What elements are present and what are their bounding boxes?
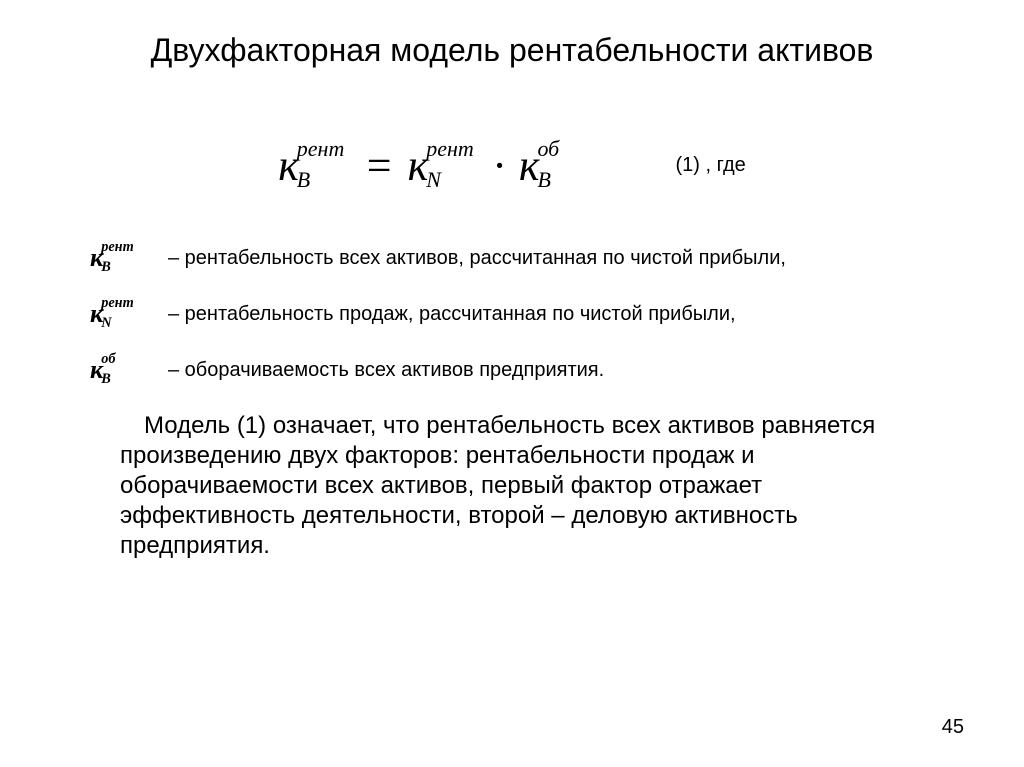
def2-sub: N xyxy=(101,316,111,330)
definition-symbol-2: к рент N xyxy=(90,297,150,331)
definition-text-1: – рентабельность всех активов, рассчитан… xyxy=(168,247,786,270)
formula-term-2-sub: N xyxy=(426,169,441,191)
def1-sub: В xyxy=(101,260,111,274)
formula-term-3-base: к xyxy=(519,141,540,190)
definition-row: к об В – оборачиваемость всех активов пр… xyxy=(70,353,954,387)
definition-symbol-1: к рент В xyxy=(90,241,150,275)
def3-sup: об xyxy=(101,352,115,366)
formula-term-3-sup: об xyxy=(537,138,559,160)
formula-term-1-sup: рент xyxy=(297,138,345,160)
formula-term-1-base: к xyxy=(278,141,299,190)
multiply-sign: · xyxy=(486,140,513,191)
definition-text-2: – рентабельность продаж, рассчитанная по… xyxy=(168,303,736,326)
slide-title: Двухфакторная модель рентабельности акти… xyxy=(70,30,954,70)
formula-term-2: к рент N xyxy=(408,144,429,188)
def3-sub: В xyxy=(101,372,111,386)
definition-row: к рент N – рентабельность продаж, рассчи… xyxy=(70,297,954,331)
formula-term-3: к об В xyxy=(519,144,540,188)
main-formula: к рент В = к рент N · к об В xyxy=(278,140,575,191)
equals-sign: = xyxy=(357,140,402,191)
def2-sup: рент xyxy=(101,296,134,310)
definition-row: к рент В – рентабельность всех активов, … xyxy=(70,241,954,275)
formula-label: (1) , где xyxy=(675,154,745,177)
formula-term-3-sub: В xyxy=(537,169,550,191)
main-formula-row: к рент В = к рент N · к об В (1) , где xyxy=(70,140,954,191)
formula-term-2-sup: рент xyxy=(426,138,474,160)
formula-term-1-sub: В xyxy=(297,169,310,191)
page-number: 45 xyxy=(942,716,964,739)
def1-sup: рент xyxy=(101,240,134,254)
definition-text-3: – оборачиваемость всех активов предприят… xyxy=(168,359,604,382)
definition-symbol-3: к об В xyxy=(90,353,150,387)
formula-term-1: к рент В xyxy=(278,144,299,188)
explanation-paragraph: Модель (1) означает, что рентабельность … xyxy=(70,411,954,561)
